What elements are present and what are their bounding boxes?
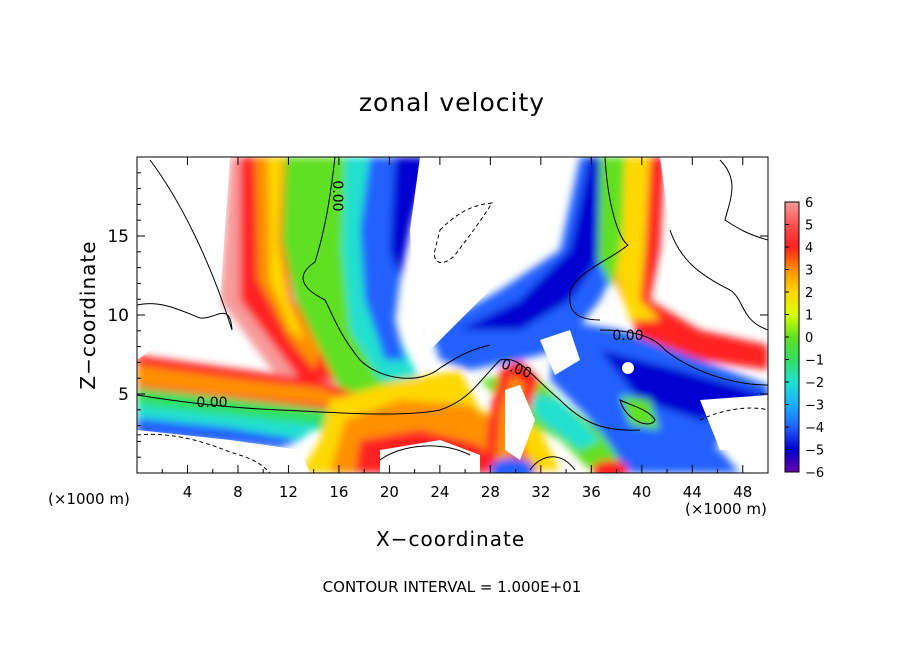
x-tick-label: 48	[733, 483, 752, 501]
x-tick-label: 44	[683, 483, 702, 501]
x-tick-label: 20	[380, 483, 399, 501]
colorbar-swatch	[785, 224, 799, 248]
colorbar-swatch	[785, 292, 799, 315]
colorbar-swatch	[785, 337, 799, 360]
x-axis-label: X−coordinate	[376, 527, 526, 551]
x-axis: 4 8 12 16 20 24 28 32 36 40 44 48	[161, 157, 752, 501]
x-tick-label: 24	[430, 483, 449, 501]
colorbar-label: 4	[805, 241, 813, 256]
colorbar-label: −2	[805, 376, 824, 391]
y-axis: 5 10 15	[107, 172, 768, 458]
colorbar-label: 6	[805, 196, 813, 211]
x-tick-label: 12	[279, 483, 298, 501]
colorbar-label: 2	[805, 286, 813, 301]
colorbar-swatch	[785, 269, 799, 293]
contour-label: 0.00	[196, 395, 227, 411]
colorbar-swatch	[785, 314, 799, 338]
colorbar-label: −1	[805, 354, 824, 369]
colorbar-label: −4	[805, 421, 824, 436]
colorbar-label: −5	[805, 444, 824, 459]
x-tick-label: 40	[632, 483, 651, 501]
negative-contours	[137, 202, 768, 473]
colorbar-label: 3	[805, 264, 813, 279]
colorbar-swatch	[785, 427, 799, 450]
colorbar-swatch	[785, 202, 799, 225]
x-tick-label: 4	[183, 483, 193, 501]
colorbar-swatch	[785, 404, 799, 428]
colorbar: 6 5 4 3 2 1 0 −1 −2 −3 −4 −5 −6	[784, 196, 824, 481]
x-tick-label: 16	[329, 483, 348, 501]
x-unit-label-left: (×1000 m)	[48, 490, 130, 508]
contour-label: 0.00	[329, 180, 345, 211]
contour-interval-note: CONTOUR INTERVAL = 1.000E+01	[322, 578, 582, 596]
colorbar-label: 5	[805, 219, 813, 234]
x-tick-label: 28	[481, 483, 500, 501]
colorbar-label: −3	[805, 399, 824, 414]
x-tick-label: 32	[531, 483, 550, 501]
x-tick-label: 36	[582, 483, 601, 501]
colorbar-label: 1	[805, 309, 813, 324]
contour-labels: 0.000.000.000.00	[196, 180, 643, 411]
x-unit-label-right: (×1000 m)	[685, 500, 767, 518]
colorbar-swatch	[785, 359, 799, 383]
x-tick-label: 8	[233, 483, 243, 501]
contour-label: 0.00	[612, 328, 643, 344]
plot-field	[137, 157, 768, 473]
colorbar-swatch	[785, 449, 799, 473]
colorbar-label: 0	[805, 331, 813, 346]
colorbar-label: −6	[805, 466, 824, 481]
contour-lines	[137, 157, 768, 471]
y-tick-label: 5	[118, 385, 129, 405]
colorbar-swatch	[785, 382, 799, 405]
chart-title: zonal velocity	[358, 88, 546, 117]
y-tick-label: 10	[107, 306, 129, 326]
colorbar-swatch	[785, 247, 799, 270]
y-tick-label: 15	[107, 227, 129, 247]
